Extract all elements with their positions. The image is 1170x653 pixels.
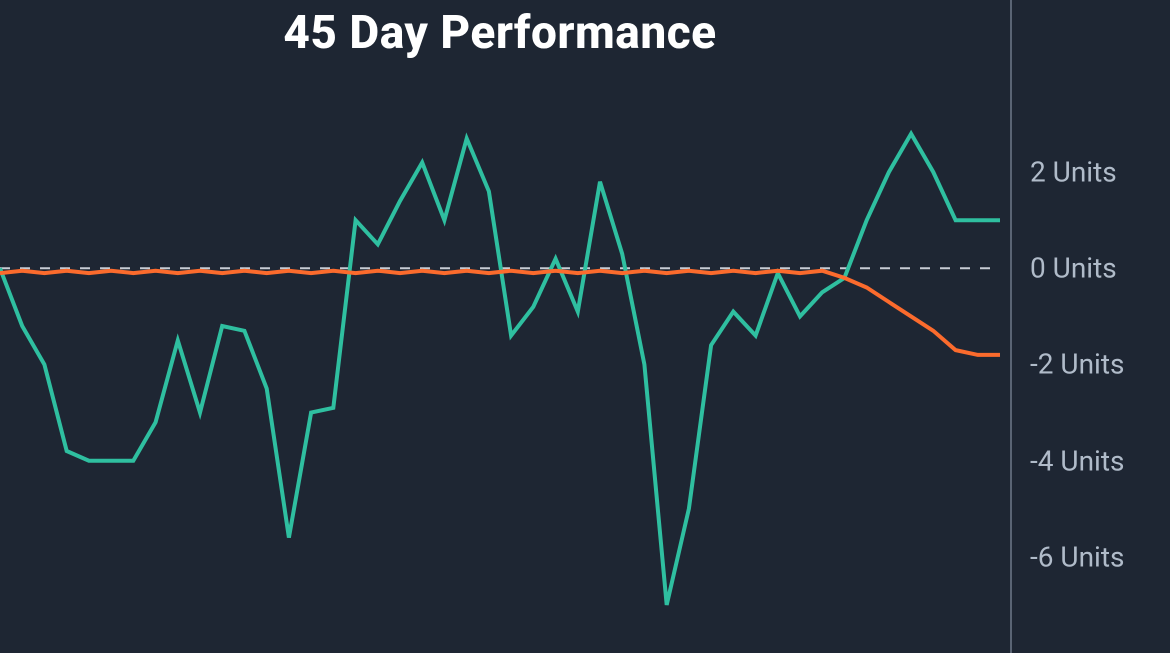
y-axis-labels: 2 Units 0 Units -2 Units -4 Units -6 Units xyxy=(0,0,1170,653)
y-tick-label: -2 Units xyxy=(1030,348,1124,381)
y-tick-label: -4 Units xyxy=(1030,444,1124,477)
y-tick-label: 2 Units xyxy=(1030,156,1117,189)
y-tick-label: 0 Units xyxy=(1030,252,1117,285)
axis-right-rule xyxy=(1010,0,1012,653)
y-tick-label: -6 Units xyxy=(1030,540,1124,573)
page-root: 45 Day Performance 2 Units0 Units-2 Unit… xyxy=(0,0,1170,653)
